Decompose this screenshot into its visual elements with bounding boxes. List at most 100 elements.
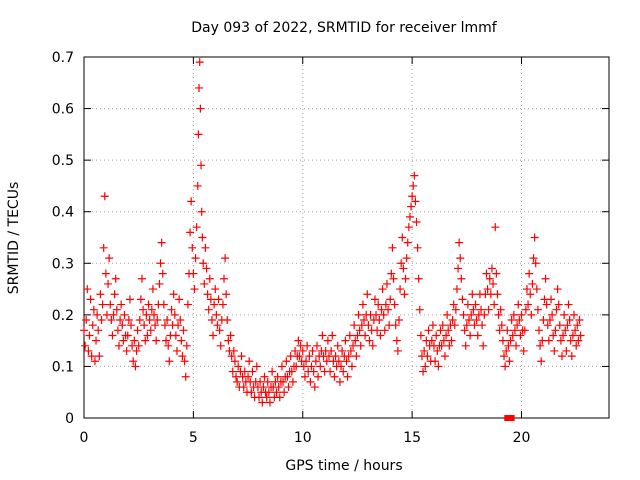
data-point [265,398,274,407]
data-point [378,285,387,294]
data-point [165,357,174,366]
data-point [134,341,143,350]
data-point [449,300,458,309]
data-point [436,326,445,335]
data-point [240,367,249,376]
data-point [510,326,519,335]
data-point [94,326,103,335]
data-point [477,305,486,314]
data-point [199,259,208,268]
y-axis-label: SRMTID / TECUs [6,182,22,295]
data-point [127,321,136,330]
data-point [81,341,90,350]
data-point [573,321,582,330]
y-tick-label: 0.4 [52,205,74,221]
data-point [419,367,428,376]
data-point [541,274,550,283]
data-point [287,367,296,376]
data-point [256,377,265,386]
data-point [115,341,123,350]
data-point [363,290,372,299]
data-point [398,233,407,242]
data-point [455,238,464,247]
data-point [437,341,446,350]
data-point [142,310,151,319]
data-point [370,295,379,304]
data-point [124,316,133,325]
data-point [211,285,220,294]
data-point [512,341,521,350]
data-point [150,310,158,319]
data-point [384,305,393,314]
data-point [463,300,472,309]
data-point [344,352,353,361]
data-point [309,367,318,376]
data-point [83,285,92,294]
data-point [212,310,221,319]
data-point [574,336,583,345]
data-point [458,295,467,304]
data-point [123,331,132,340]
y-tick-label: 0.2 [52,308,74,324]
data-point [496,305,505,314]
data-point [84,346,93,355]
data-point [201,243,210,252]
data-point [318,331,327,340]
data-point [95,352,104,361]
data-point [413,243,422,252]
data-point [295,352,304,361]
data-point [175,295,184,304]
data-point [252,362,261,371]
data-point [460,326,469,335]
plot-frame [83,56,610,419]
data-point [487,264,496,273]
data-point [206,295,215,304]
data-point [90,357,99,366]
data-point [531,259,540,268]
y-tick-label: 0.7 [52,50,74,66]
data-point [109,310,118,319]
data-point [500,352,508,361]
data-point [388,243,397,252]
x-tick-label: 0 [80,430,89,446]
data-point [248,367,257,376]
data-point [465,316,473,325]
data-point [415,305,424,314]
data-point [472,316,481,325]
data-point [279,377,288,386]
data-point [146,326,155,335]
data-point-square [508,415,515,421]
data-point [502,346,511,355]
data-point [576,331,585,340]
data-point [403,238,412,247]
data-point [298,346,307,355]
y-tick-label: 0.1 [52,359,74,375]
data-point [283,372,292,381]
x-tick-label: 5 [189,430,198,446]
data-point [489,279,498,288]
data-point [376,331,385,340]
data-point [443,310,452,319]
data-point [86,295,95,304]
data-point [193,181,202,190]
data-point [360,316,368,325]
data-point [107,316,116,325]
data-point [461,341,470,350]
data-point [111,274,120,283]
data-point [237,352,246,361]
data-point [210,300,219,309]
x-axis-label: GPS time / hours [285,458,402,474]
data-point [562,346,571,355]
data-point [258,398,267,407]
data-point [536,341,545,350]
data-point [80,326,88,335]
data-point [346,346,355,355]
data-point [554,300,563,309]
data-point [493,290,502,299]
data-point [268,367,277,376]
data-point [414,274,423,283]
data-point [396,285,405,294]
data-point [226,331,235,340]
data-point [204,305,213,314]
data-point [428,321,437,330]
